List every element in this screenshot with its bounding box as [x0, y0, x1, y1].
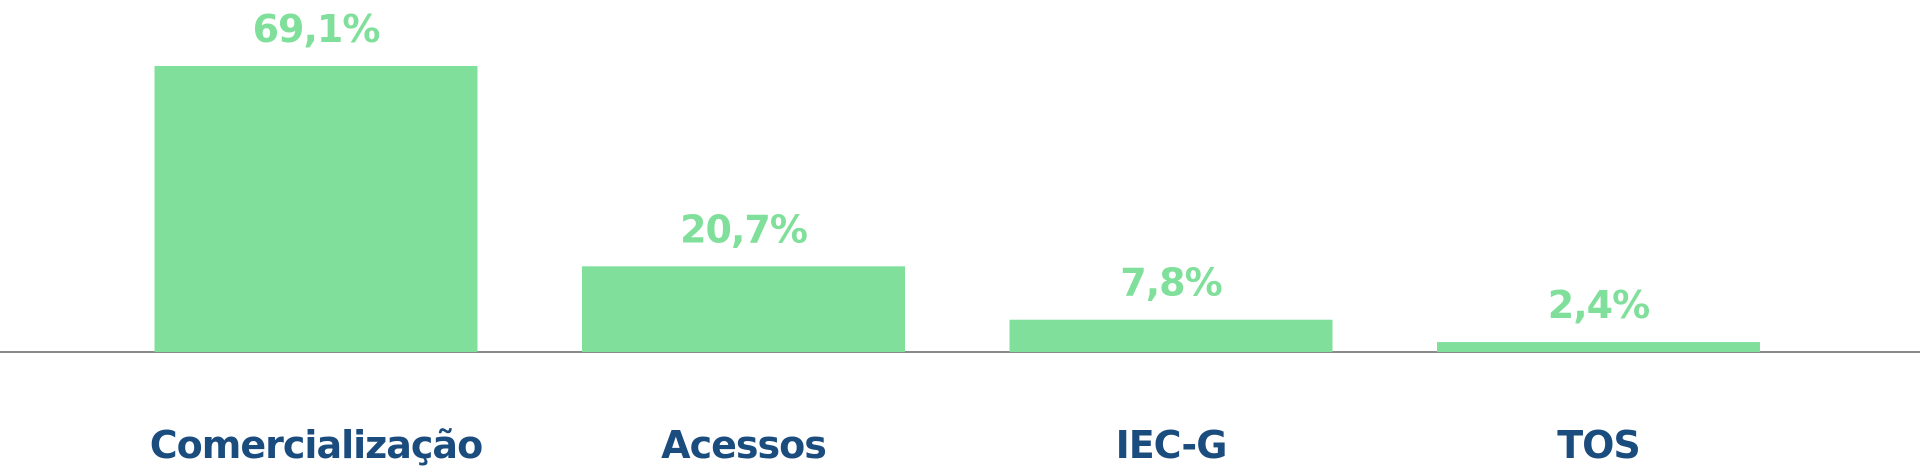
- value-label-3: 2,4%: [1548, 283, 1649, 327]
- bar-1: [582, 266, 905, 352]
- bar-2: [1009, 319, 1333, 352]
- bar-0: [154, 66, 478, 352]
- category-label-0: Comercialização: [150, 423, 482, 467]
- category-label-3: TOS: [1557, 423, 1640, 467]
- bar-3: [1437, 342, 1760, 352]
- value-label-2: 7,8%: [1120, 261, 1221, 305]
- category-label-2: IEC-G: [1116, 423, 1227, 467]
- value-label-1: 20,7%: [680, 207, 807, 251]
- category-label-1: Acessos: [661, 423, 826, 467]
- value-labels-group: 69,1% 20,7% 7,8% 2,4%: [253, 7, 1651, 327]
- value-label-0: 69,1%: [253, 7, 380, 51]
- bars-group: [154, 66, 1760, 352]
- category-labels-group: Comercialização Acessos IEC-G TOS: [150, 423, 1641, 467]
